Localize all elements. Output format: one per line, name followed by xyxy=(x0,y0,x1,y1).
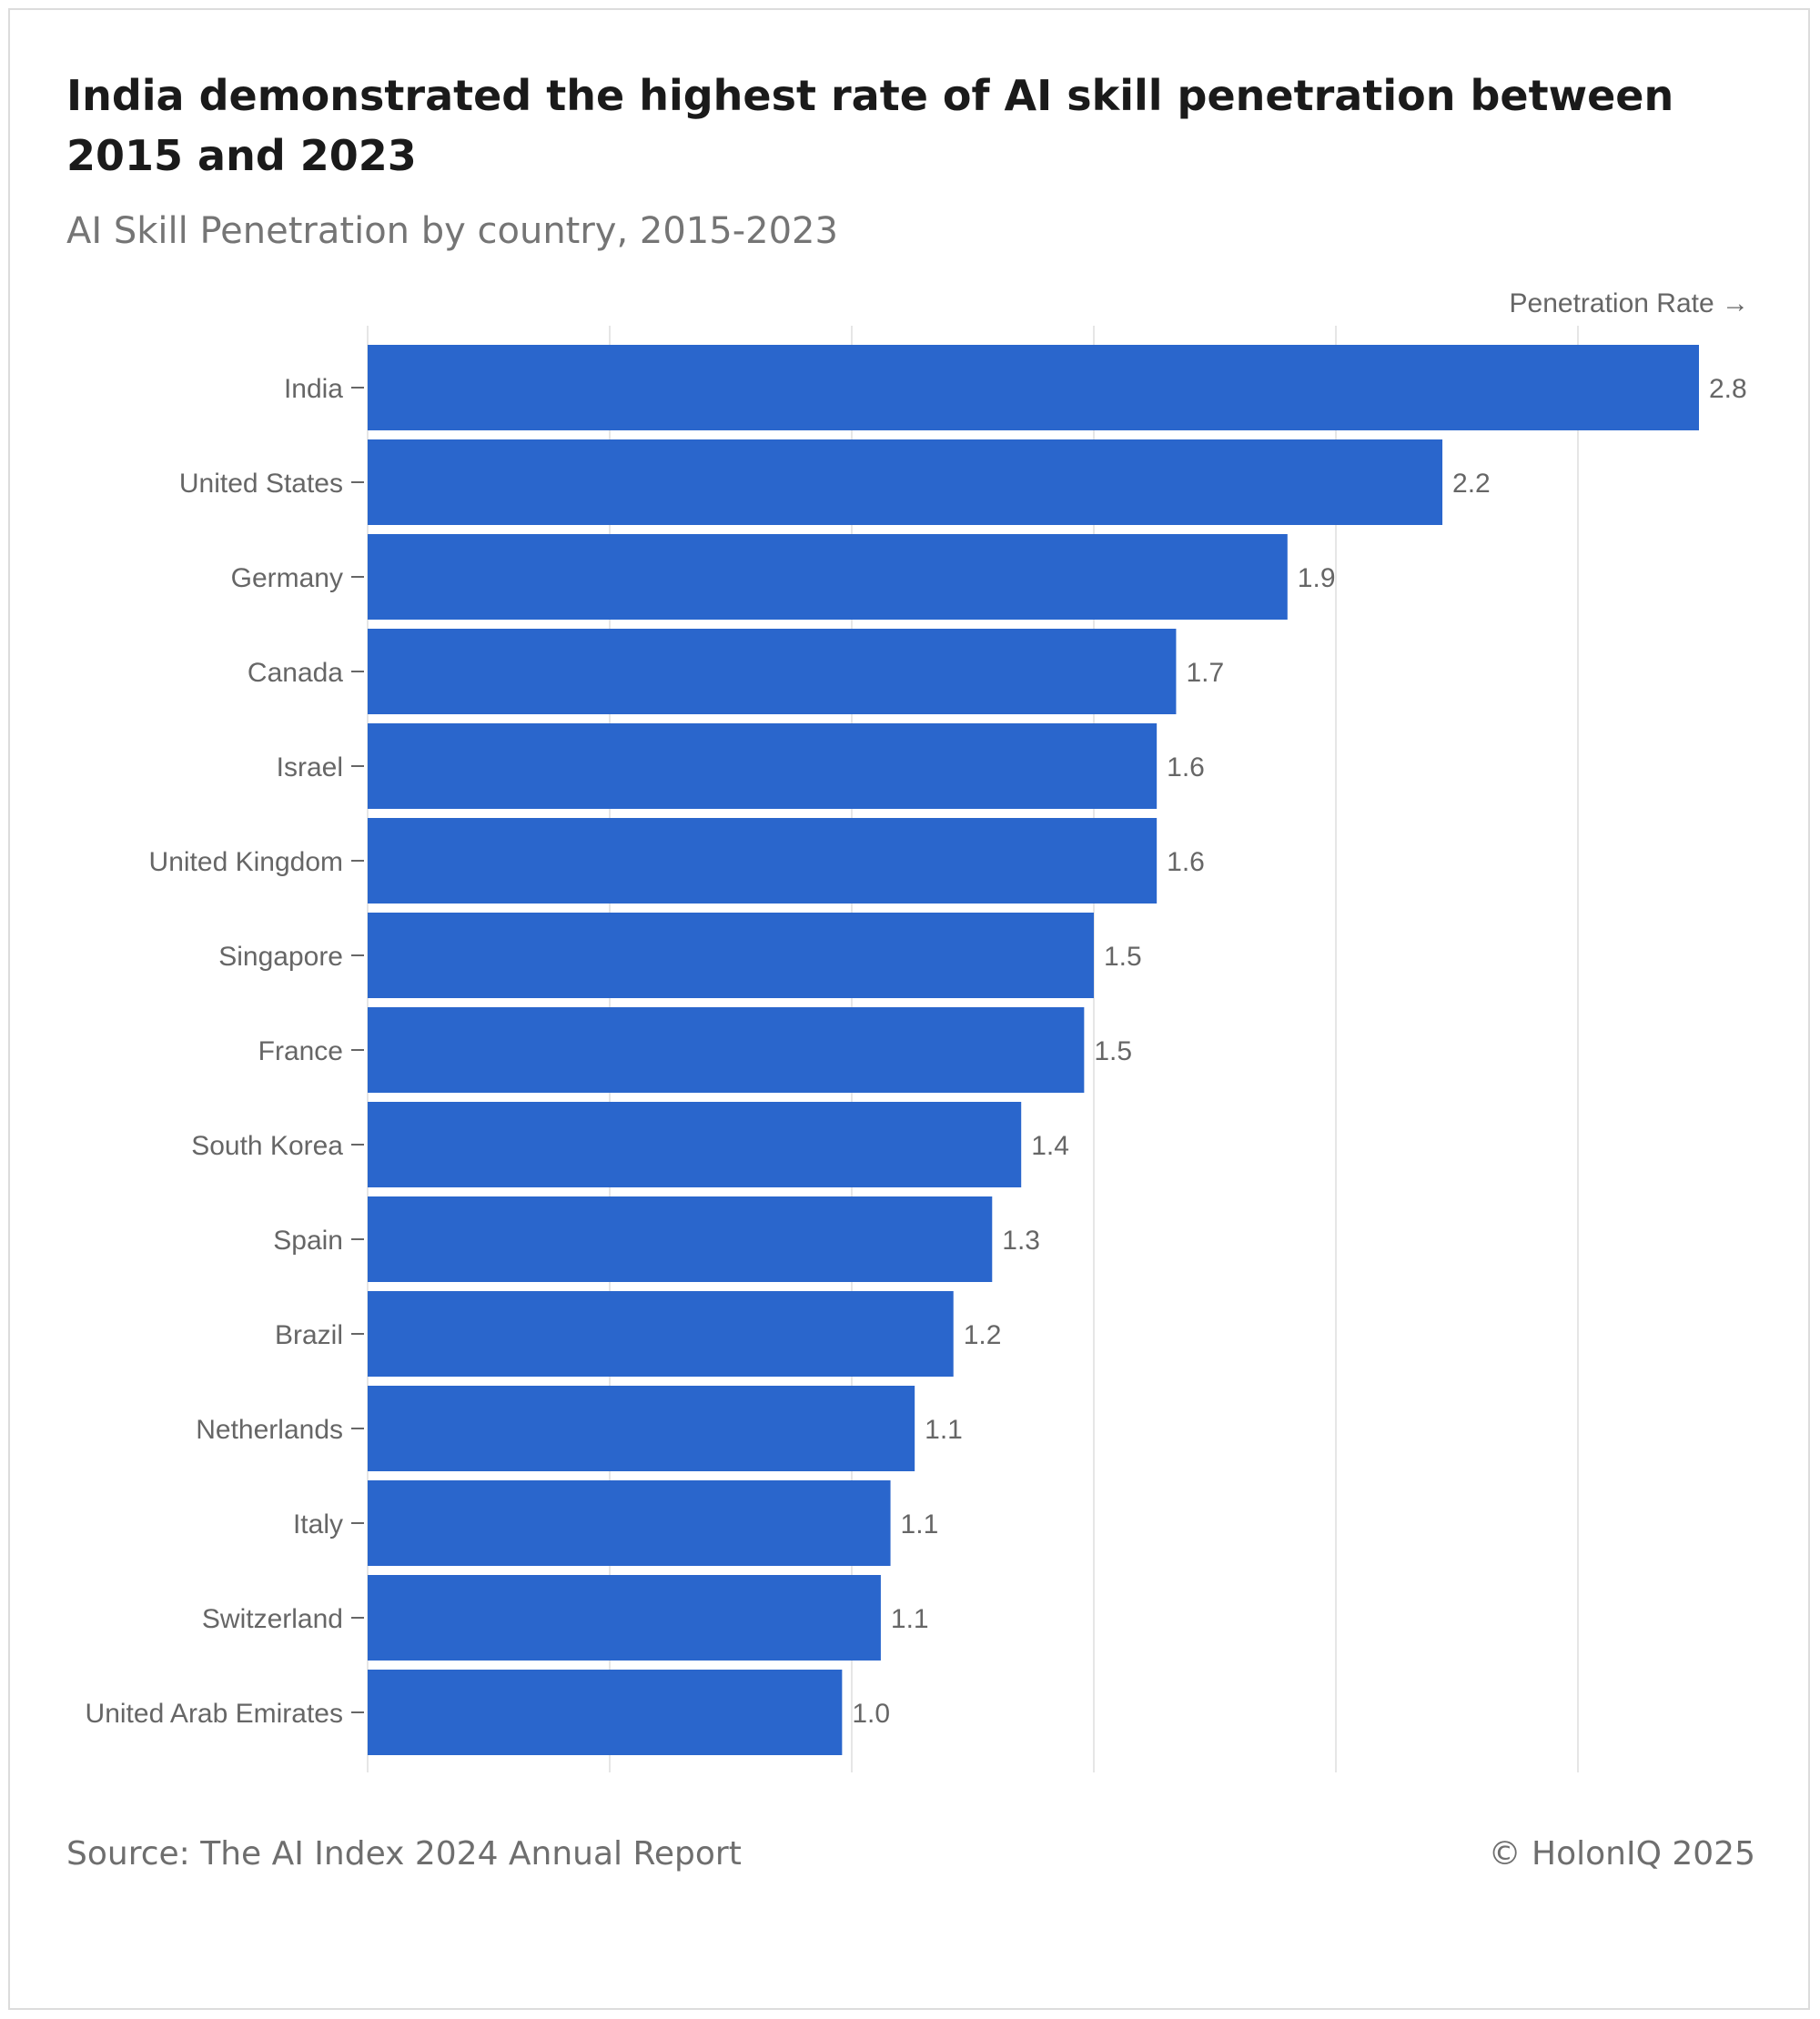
copyright-note: © HolonIQ 2025 xyxy=(1488,1835,1755,1873)
value-label: 1.5 xyxy=(1094,1036,1132,1066)
bar xyxy=(368,534,1288,620)
value-label: 1.4 xyxy=(1031,1131,1069,1161)
category-label: United Arab Emirates xyxy=(86,1699,343,1729)
bar xyxy=(368,439,1443,525)
value-label: 1.1 xyxy=(925,1415,963,1445)
category-label: India xyxy=(284,374,343,404)
value-label: 1.5 xyxy=(1104,942,1142,972)
category-label: United Kingdom xyxy=(149,847,343,877)
labels: Penetration Rate → India 2.8 United States 2… xyxy=(86,288,1749,1729)
bar xyxy=(368,1480,891,1566)
category-label: Germany xyxy=(231,563,343,593)
category-label: Singapore xyxy=(218,942,343,972)
category-label: Italy xyxy=(293,1509,343,1539)
category-label: Spain xyxy=(273,1226,343,1256)
category-label: Canada xyxy=(248,658,343,688)
category-label: Israel xyxy=(277,752,343,782)
value-label: 2.2 xyxy=(1452,469,1491,499)
bar xyxy=(368,1007,1085,1093)
bar xyxy=(368,1291,954,1377)
source-note: Source: The AI Index 2024 Annual Report xyxy=(66,1835,742,1873)
value-label: 1.9 xyxy=(1298,563,1336,593)
value-label: 1.6 xyxy=(1167,752,1205,782)
category-label: Netherlands xyxy=(196,1415,343,1445)
value-label: 1.6 xyxy=(1167,847,1205,877)
value-label: 2.8 xyxy=(1709,374,1747,404)
bar xyxy=(368,1670,843,1755)
x-axis-title: Penetration Rate → xyxy=(1510,288,1749,318)
value-label: 1.0 xyxy=(852,1699,890,1729)
value-label: 1.3 xyxy=(1002,1226,1040,1256)
category-label: France xyxy=(258,1036,343,1066)
chart-title: India demonstrated the highest rate of A… xyxy=(66,71,1674,180)
chart-subtitle: AI Skill Penetration by country, 2015-20… xyxy=(66,210,838,252)
bars xyxy=(368,345,1699,1755)
category-label: United States xyxy=(179,469,343,499)
bar xyxy=(368,913,1094,998)
category-label: South Korea xyxy=(191,1131,343,1161)
value-label: 1.1 xyxy=(891,1604,929,1634)
bar xyxy=(368,1196,993,1282)
bar xyxy=(368,345,1699,430)
bar xyxy=(368,1386,915,1471)
bar xyxy=(368,629,1177,714)
value-label: 1.7 xyxy=(1186,658,1224,688)
bar xyxy=(368,818,1158,904)
value-label: 1.1 xyxy=(901,1509,939,1539)
bar xyxy=(368,1102,1022,1187)
bar xyxy=(368,1575,881,1661)
bar xyxy=(368,723,1158,809)
category-label: Brazil xyxy=(275,1320,343,1350)
value-label: 1.2 xyxy=(964,1320,1002,1350)
category-label: Switzerland xyxy=(202,1604,343,1634)
